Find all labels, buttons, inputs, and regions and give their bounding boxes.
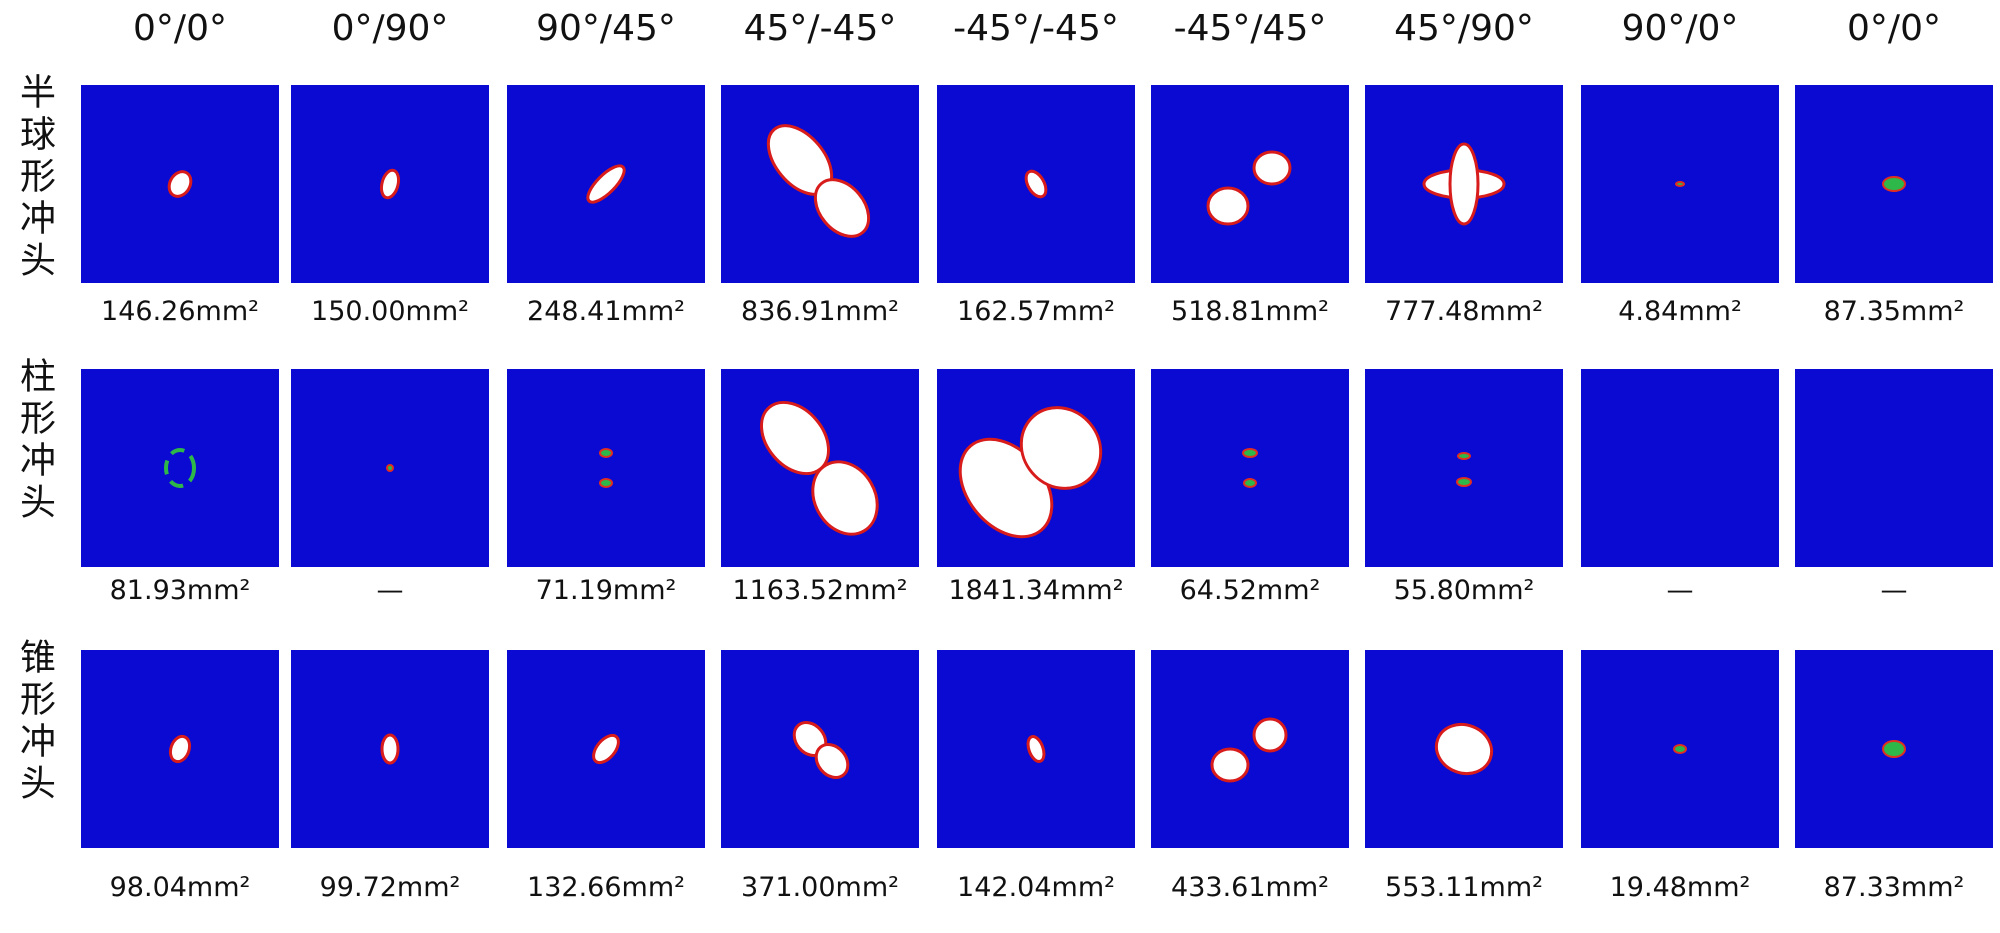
damage-ring: [164, 448, 196, 488]
damage-area-label: 81.93mm²: [109, 575, 251, 606]
damage-region: [811, 460, 879, 536]
damage-image: [1795, 369, 1993, 567]
damage-area-label: —: [376, 575, 404, 606]
damage-area-label: 553.11mm²: [1385, 872, 1543, 903]
damage-region: [1026, 735, 1046, 763]
column-header: 0°/0°: [133, 8, 227, 49]
damage-image: [1151, 369, 1349, 567]
damage-region: [1210, 747, 1250, 783]
damage-area-label: 150.00mm²: [311, 296, 469, 327]
damage-speck: [1673, 744, 1687, 754]
damage-area-label: 87.35mm²: [1823, 296, 1965, 327]
damage-region: [813, 178, 871, 238]
damage-area-label: 87.33mm²: [1823, 872, 1965, 903]
damage-speck: [1243, 478, 1257, 488]
damage-region: [1206, 186, 1250, 226]
damage-region: [814, 743, 850, 779]
damage-area-label: 4.84mm²: [1618, 296, 1742, 327]
damage-speck: [599, 478, 613, 488]
damage-speck: [1242, 448, 1258, 458]
damage-image: [1151, 85, 1349, 283]
damage-area-label: —: [1666, 575, 1694, 606]
damage-region: [1252, 150, 1292, 186]
damage-area-label: 19.48mm²: [1609, 872, 1751, 903]
damage-region: [1019, 406, 1103, 490]
damage-region: [168, 734, 192, 764]
damage-area-label: 132.66mm²: [527, 872, 685, 903]
column-header: 0°/90°: [331, 8, 449, 49]
damage-region: [1434, 722, 1494, 776]
damage-area-label: 836.91mm²: [741, 296, 899, 327]
damage-speck: [1882, 740, 1906, 758]
damage-area-label: 55.80mm²: [1393, 575, 1535, 606]
damage-image: [1151, 650, 1349, 848]
column-header: 0°/0°: [1847, 8, 1941, 49]
damage-speck: [1675, 181, 1685, 187]
row-label: 半球形冲头: [14, 73, 55, 283]
damage-image: [81, 369, 279, 567]
damage-region: [1252, 717, 1288, 753]
damage-area-label: 64.52mm²: [1179, 575, 1321, 606]
damage-region: [379, 168, 401, 200]
damage-area-label: 142.04mm²: [957, 872, 1115, 903]
damage-speck: [1457, 452, 1471, 460]
damage-area-label: 777.48mm²: [1385, 296, 1543, 327]
damage-area-label: 433.61mm²: [1171, 872, 1329, 903]
damage-image: [1581, 369, 1779, 567]
damage-speck: [1456, 477, 1472, 487]
damage-area-label: 162.57mm²: [957, 296, 1115, 327]
column-header: -45°/-45°: [953, 8, 1119, 49]
column-header: 90°/0°: [1621, 8, 1739, 49]
row-label: 锥形冲头: [14, 638, 55, 806]
column-header: 45°/-45°: [743, 8, 897, 49]
column-header: 90°/45°: [536, 8, 676, 49]
damage-area-label: 146.26mm²: [101, 296, 259, 327]
damage-region: [1448, 142, 1480, 226]
damage-area-label: 1163.52mm²: [732, 575, 908, 606]
damage-area-label: —: [1880, 575, 1908, 606]
row-label: 柱形冲头: [14, 357, 55, 525]
damage-region: [380, 733, 400, 765]
damage-area-label: 518.81mm²: [1171, 296, 1329, 327]
damage-speck: [386, 464, 394, 472]
damage-image: [507, 369, 705, 567]
damage-area-label: 1841.34mm²: [948, 575, 1124, 606]
damage-speck: [1882, 176, 1906, 192]
damage-area-label: 99.72mm²: [319, 872, 461, 903]
damage-region: [592, 733, 620, 765]
damage-area-label: 98.04mm²: [109, 872, 251, 903]
damage-region: [1024, 169, 1048, 199]
damage-region: [167, 170, 193, 198]
damage-area-label: 71.19mm²: [535, 575, 677, 606]
damage-region: [586, 164, 626, 204]
damage-image: [1365, 369, 1563, 567]
column-header: 45°/90°: [1394, 8, 1534, 49]
column-header: -45°/45°: [1173, 8, 1327, 49]
damage-speck: [599, 448, 613, 458]
damage-area-label: 248.41mm²: [527, 296, 685, 327]
damage-area-label: 371.00mm²: [741, 872, 899, 903]
